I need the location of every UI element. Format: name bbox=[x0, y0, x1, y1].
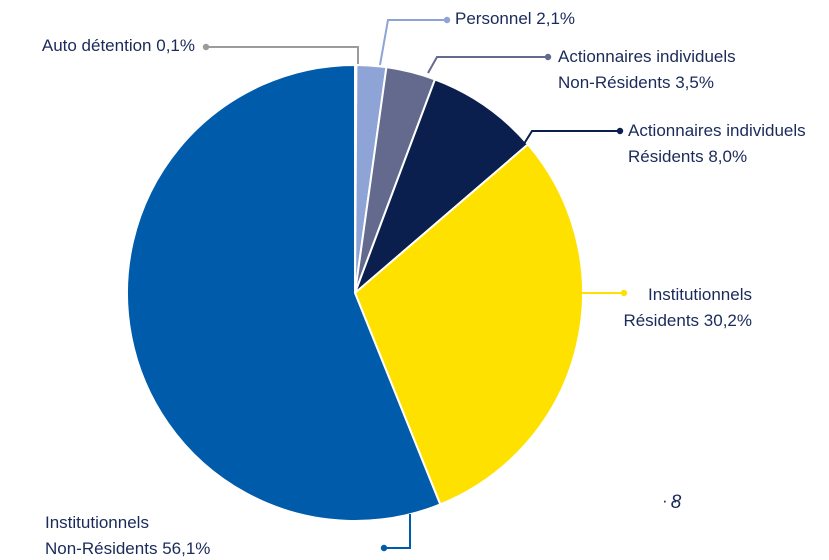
label-line: Personnel bbox=[455, 9, 532, 28]
leader-dot bbox=[620, 289, 628, 297]
value-label: 56,1% bbox=[162, 539, 210, 558]
label-line: Non-Résidents bbox=[558, 73, 670, 92]
leader-dot bbox=[443, 16, 451, 24]
label-line: Résidents bbox=[623, 311, 699, 330]
pie-slice bbox=[353, 142, 584, 506]
label-line: Institutionnels bbox=[45, 513, 149, 532]
leader-line bbox=[521, 130, 620, 148]
leader-dot bbox=[544, 53, 552, 61]
value-label: 0,1% bbox=[156, 36, 195, 55]
value-label: 2,1% bbox=[536, 9, 575, 28]
leader-line bbox=[427, 56, 548, 74]
leader-dot bbox=[380, 544, 388, 552]
data-label: Actionnaires individuels Résidents 8,0% bbox=[628, 121, 806, 166]
leader-dot bbox=[202, 43, 210, 51]
value-label: 3,5% bbox=[675, 73, 714, 92]
page-number-decor: · · bbox=[662, 491, 678, 510]
data-label: Actionnaires individuels Non-Résidents 3,… bbox=[558, 47, 736, 92]
data-label: Institutionnels Résidents 30,2% bbox=[623, 285, 752, 330]
label-line: Actionnaires individuels bbox=[558, 47, 736, 66]
data-label: Personnel 2,1% bbox=[455, 9, 575, 28]
label-line: Actionnaires individuels bbox=[628, 121, 806, 140]
pie-slice bbox=[126, 63, 442, 522]
page-number: 8 bbox=[671, 492, 682, 513]
leader-dot bbox=[616, 127, 624, 135]
value-label: 8,0% bbox=[708, 147, 747, 166]
label-line: Institutionnels bbox=[648, 285, 752, 304]
label-line: Non-Résidents bbox=[45, 539, 157, 558]
data-label: Auto détention 0,1% bbox=[42, 36, 195, 55]
data-label: Institutionnels Non-Résidents 56,1% bbox=[45, 513, 210, 558]
label-line: Résidents bbox=[628, 147, 704, 166]
leader-line bbox=[379, 19, 447, 66]
leader-line bbox=[384, 514, 411, 549]
label-line: Auto détention bbox=[42, 36, 152, 55]
value-label: 30,2% bbox=[704, 311, 752, 330]
leader-line bbox=[206, 46, 359, 64]
